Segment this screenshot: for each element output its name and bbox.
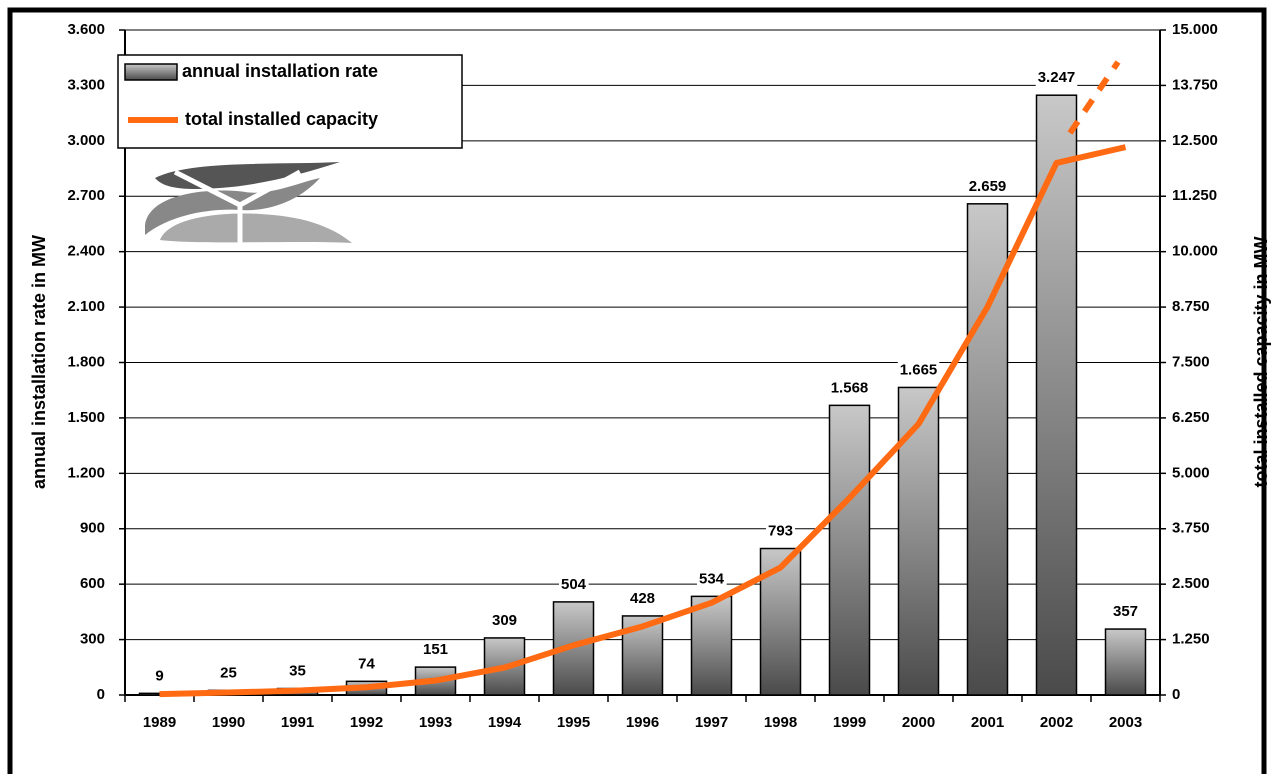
bars bbox=[138, 94, 1147, 696]
x-tick-label: 1991 bbox=[281, 714, 314, 731]
y2-tick-label: 7.500 bbox=[1172, 353, 1210, 370]
x-tick-label: 1990 bbox=[212, 714, 245, 731]
data-label-bg bbox=[489, 611, 520, 629]
x-tick-label: 2002 bbox=[1040, 714, 1073, 731]
data-label-bg bbox=[218, 664, 239, 682]
data-label: 25 bbox=[220, 664, 237, 681]
data-label-bg bbox=[696, 570, 727, 588]
x-tick-label: 1996 bbox=[626, 714, 659, 731]
legend: annual installation rate total installed … bbox=[117, 54, 463, 149]
x-tick-label: 1992 bbox=[350, 714, 383, 731]
y2-tick-label: 0 bbox=[1172, 686, 1180, 703]
y-tick-label: 1.200 bbox=[67, 464, 105, 481]
x-tick-label: 1989 bbox=[143, 714, 176, 731]
y2-tick-label: 12.500 bbox=[1172, 132, 1218, 149]
data-label: 3.247 bbox=[1038, 69, 1076, 86]
y2-tick-label: 13.750 bbox=[1172, 76, 1218, 93]
y2-tick-label: 3.750 bbox=[1172, 520, 1210, 537]
data-label-bg bbox=[1035, 69, 1078, 87]
y-tick-label: 600 bbox=[80, 575, 105, 592]
y-tick-label: 3.000 bbox=[67, 132, 105, 149]
y2-tick-label: 10.000 bbox=[1172, 243, 1218, 260]
y2-tick-label: 15.000 bbox=[1172, 21, 1218, 38]
x-tick-label: 1995 bbox=[557, 714, 590, 731]
data-label-bg bbox=[153, 667, 166, 685]
legend-label: total installed capacity bbox=[185, 109, 378, 129]
data-label-bg bbox=[287, 662, 308, 680]
data-label-bg bbox=[420, 641, 451, 659]
data-label: 2.659 bbox=[969, 178, 1007, 195]
bar bbox=[690, 595, 733, 696]
y-axis-title: annual installation rate in MW bbox=[29, 235, 49, 489]
x-tick-label: 1994 bbox=[488, 714, 522, 731]
data-label: 1.665 bbox=[900, 361, 938, 378]
y-tick-label: 3.600 bbox=[67, 21, 105, 38]
line bbox=[159, 144, 1127, 698]
bar bbox=[897, 386, 940, 696]
y2-tick-label: 5.000 bbox=[1172, 464, 1210, 481]
bar bbox=[828, 404, 871, 696]
data-label: 151 bbox=[423, 641, 448, 658]
y2-tick-label: 8.750 bbox=[1172, 298, 1210, 315]
y-tick-label: 0 bbox=[97, 686, 105, 703]
y2-tick-label: 11.250 bbox=[1172, 187, 1217, 204]
y-tick-label: 1.800 bbox=[67, 353, 105, 370]
data-label-bg bbox=[558, 575, 589, 593]
bar bbox=[1035, 94, 1078, 696]
x-tick-label: 1993 bbox=[419, 714, 452, 731]
data-label: 74 bbox=[358, 655, 375, 672]
legend-label: annual installation rate bbox=[182, 61, 378, 81]
data-label-bg bbox=[1110, 603, 1141, 621]
x-tick-label: 2003 bbox=[1109, 714, 1142, 731]
data-label-bg bbox=[966, 177, 1009, 195]
logo bbox=[145, 162, 352, 245]
y-tick-label: 900 bbox=[80, 520, 105, 537]
y2-axis-title: total installed capacity in MW bbox=[1251, 236, 1271, 487]
x-tick-label: 1999 bbox=[833, 714, 866, 731]
data-label: 793 bbox=[768, 522, 793, 539]
data-label: 9 bbox=[155, 667, 163, 684]
data-label-bg bbox=[356, 655, 378, 673]
data-label-bg bbox=[627, 589, 658, 607]
legend-swatch bbox=[124, 63, 178, 81]
x-tick-label: 2001 bbox=[971, 714, 1004, 731]
y2-tick-label: 6.250 bbox=[1172, 409, 1210, 426]
data-label: 1.568 bbox=[831, 379, 869, 396]
x-tick-label: 2000 bbox=[902, 714, 935, 731]
y2-tick-label: 1.250 bbox=[1172, 631, 1210, 648]
data-label-bg bbox=[828, 379, 871, 397]
data-label-bg bbox=[897, 361, 940, 379]
y-tick-label: 1.500 bbox=[67, 409, 105, 426]
y-tick-label: 2.700 bbox=[67, 187, 105, 204]
y-tick-label: 2.100 bbox=[67, 298, 105, 315]
bar bbox=[1104, 628, 1147, 696]
y-tick-label: 300 bbox=[80, 631, 105, 648]
y-tick-label: 2.400 bbox=[67, 243, 105, 260]
data-label: 534 bbox=[699, 570, 725, 587]
data-label: 428 bbox=[630, 590, 655, 607]
data-label: 35 bbox=[289, 663, 306, 680]
frame bbox=[7, 7, 1267, 774]
data-label-bg bbox=[765, 522, 796, 540]
data-label: 504 bbox=[561, 576, 587, 593]
data-label: 357 bbox=[1113, 603, 1138, 620]
x-tick-label: 1998 bbox=[764, 714, 797, 731]
y2-tick-label: 2.500 bbox=[1172, 575, 1210, 592]
x-tick-label: 1997 bbox=[695, 714, 728, 731]
y-tick-label: 3.300 bbox=[67, 76, 105, 93]
data-label: 309 bbox=[492, 612, 517, 629]
